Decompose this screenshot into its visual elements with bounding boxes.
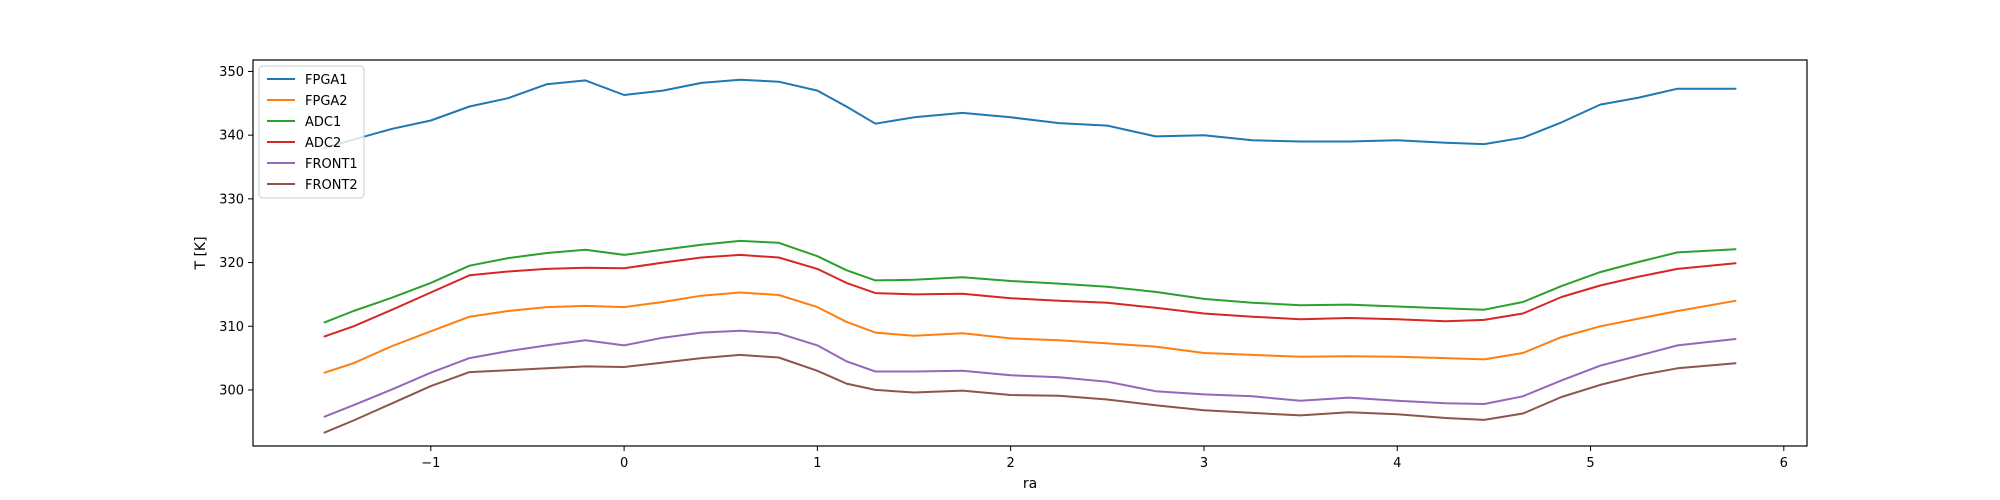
series-line-adc1 [323, 239, 1737, 324]
y-tick-label: 320 [219, 256, 244, 271]
plot-area-frame [252, 59, 1808, 447]
y-tick-label: 310 [219, 320, 244, 335]
legend-label: ADC2 [305, 136, 341, 151]
legend-label: ADC1 [305, 115, 341, 130]
x-axis: −1 0 1 2 3 4 5 6 [421, 446, 1788, 471]
x-tick-label: 4 [1393, 456, 1401, 471]
y-axis-label: T [K] [193, 236, 209, 270]
y-tick-label: 330 [219, 192, 244, 207]
x-tick-label: 5 [1586, 456, 1594, 471]
series-line-front1 [323, 329, 1737, 418]
series-layer [323, 78, 1737, 434]
series-line-front2 [323, 353, 1737, 434]
x-tick-label: 0 [620, 456, 628, 471]
legend: FPGA1 FPGA2 ADC1 ADC2 FRONT1 FRONT2 [258, 65, 365, 199]
y-axis: 300 310 320 330 340 350 [219, 65, 253, 398]
x-tick-label: −1 [421, 456, 440, 471]
x-axis-label: ra [1023, 476, 1037, 492]
legend-label: FRONT1 [305, 157, 358, 172]
series-line-adc2 [323, 253, 1737, 338]
y-tick-label: 350 [219, 65, 244, 80]
legend-label: FPGA2 [305, 94, 348, 109]
series-line-fpga2 [323, 291, 1737, 374]
x-tick-label: 6 [1780, 456, 1788, 471]
x-tick-label: 3 [1200, 456, 1208, 471]
x-tick-label: 2 [1007, 456, 1015, 471]
x-tick-label: 1 [813, 456, 821, 471]
y-tick-label: 300 [219, 383, 244, 398]
legend-label: FRONT2 [305, 178, 358, 193]
y-tick-label: 340 [219, 129, 244, 144]
series-line-fpga1 [323, 78, 1737, 149]
legend-label: FPGA1 [305, 73, 348, 88]
